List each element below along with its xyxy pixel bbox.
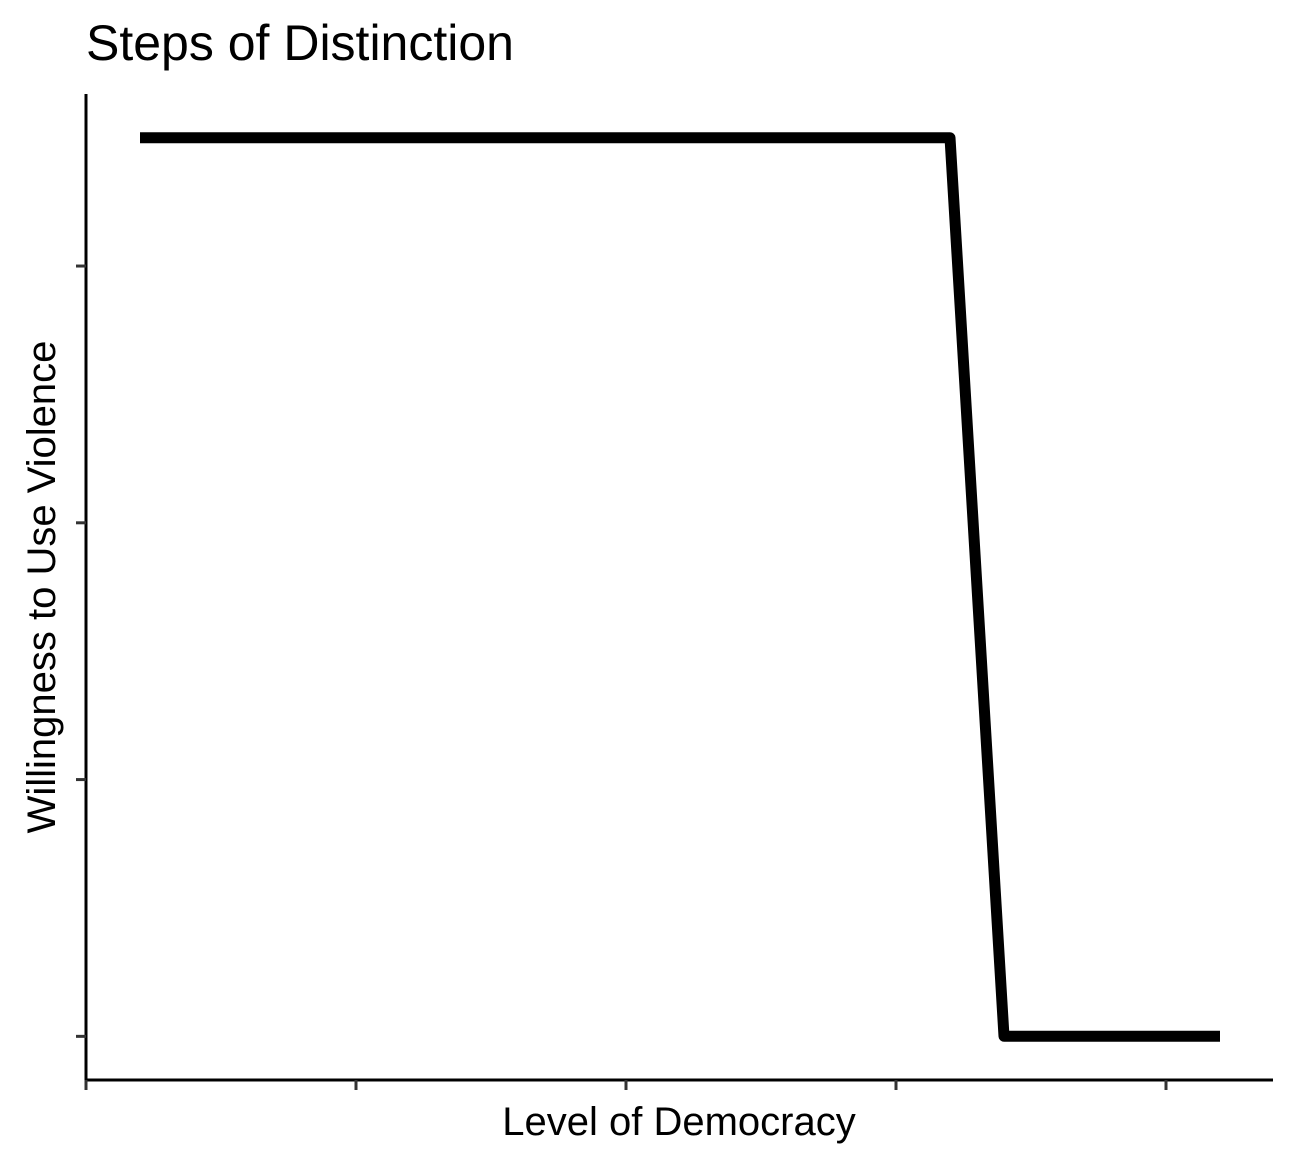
y-axis-label: Willingness to Use Violence (20, 341, 64, 834)
x-ticks (84, 1080, 1168, 1090)
y-ticks (76, 264, 86, 1038)
series-layer (140, 132, 1220, 1042)
plot-area (76, 94, 1273, 1090)
chart-title: Steps of Distinction (86, 15, 514, 71)
series-line-0 (140, 132, 1220, 1042)
x-axis-label: Level of Democracy (502, 1100, 855, 1144)
